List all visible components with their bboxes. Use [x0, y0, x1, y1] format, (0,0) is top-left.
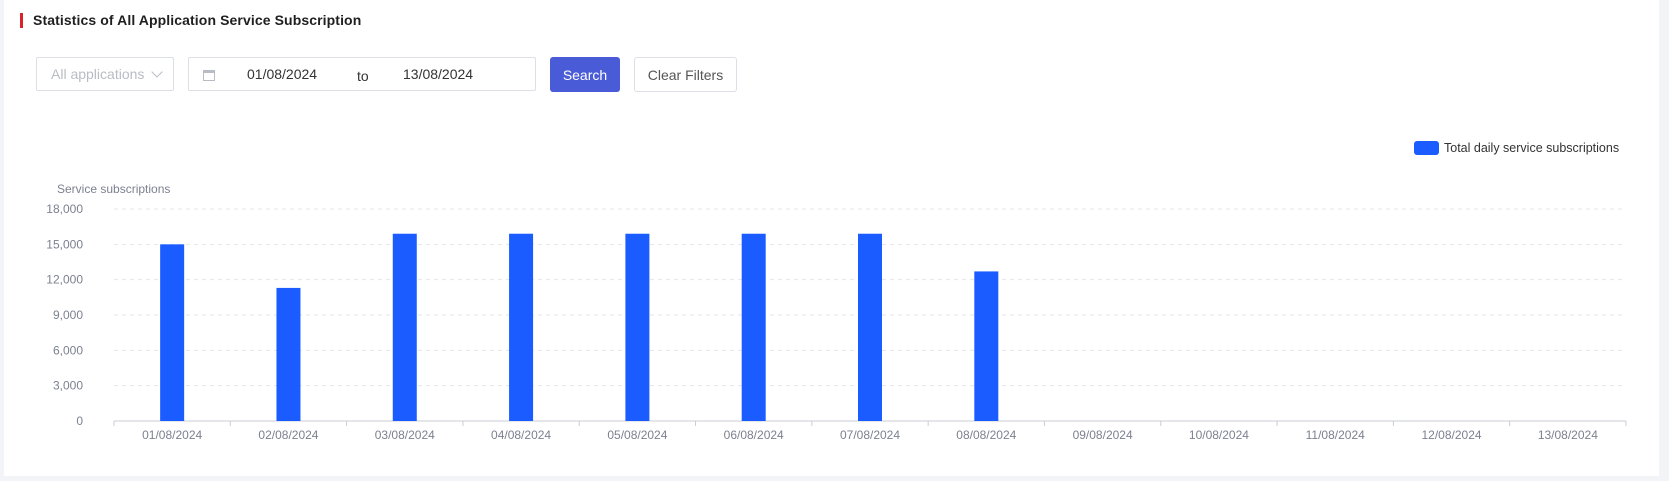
y-tick-label: 12,000 [46, 273, 83, 287]
y-tick-label: 15,000 [46, 237, 83, 251]
y-tick-label: 3,000 [53, 379, 83, 393]
x-tick-label: 02/08/2024 [258, 428, 318, 442]
date-range-picker[interactable]: 01/08/2024 to 13/08/2024 [188, 57, 536, 91]
y-axis-label: Service subscriptions [57, 182, 171, 196]
y-tick-label: 9,000 [53, 308, 83, 322]
x-tick-label: 10/08/2024 [1189, 428, 1249, 442]
x-tick-label: 07/08/2024 [840, 428, 900, 442]
x-tick-label: 05/08/2024 [607, 428, 667, 442]
y-tick-label: 18,000 [46, 202, 83, 216]
y-tick-label: 6,000 [53, 343, 83, 357]
application-select[interactable]: All applications [36, 57, 174, 91]
bar-chart: 0 3,000 6,000 9,000 12,000 15,000 18,000 01/08/… [46, 202, 1627, 442]
calendar-icon [203, 70, 215, 81]
y-tick-label: 0 [76, 414, 83, 428]
title-accent-bar [20, 13, 23, 28]
legend-swatch [1414, 141, 1439, 155]
x-tick-label: 06/08/2024 [724, 428, 784, 442]
bar-08-08-2024 [974, 271, 999, 421]
bar-07-08-2024 [858, 233, 882, 421]
x-tick-label: 11/08/2024 [1306, 428, 1365, 442]
chart-legend[interactable]: Total daily service subscriptions [1414, 141, 1619, 155]
clear-filters-button[interactable]: Clear Filters [634, 57, 737, 92]
statistics-card: Statistics of All Application Service Su… [4, 0, 1659, 476]
x-tick-label: 08/08/2024 [956, 428, 1016, 442]
date-range-separator: to [357, 68, 369, 84]
x-tick-label: 01/08/2024 [142, 428, 202, 442]
x-tick-label: 12/08/2024 [1422, 428, 1482, 442]
bar-05-08-2024 [625, 233, 650, 421]
page-title: Statistics of All Application Service Su… [33, 12, 362, 28]
x-tick-label: 03/08/2024 [375, 428, 435, 442]
date-start-input[interactable]: 01/08/2024 [247, 66, 318, 82]
date-end-input[interactable]: 13/08/2024 [403, 66, 474, 82]
bar-01-08-2024 [160, 244, 185, 421]
search-button[interactable]: Search [550, 57, 620, 92]
bar-02-08-2024 [276, 287, 301, 421]
bar-04-08-2024 [509, 233, 534, 421]
x-tick-label: 09/08/2024 [1073, 428, 1133, 442]
x-tick-label: 04/08/2024 [491, 428, 551, 442]
bar-03-08-2024 [392, 233, 417, 421]
bar-06-08-2024 [741, 233, 766, 421]
application-select-placeholder: All applications [51, 66, 145, 82]
x-tick-label: 13/08/2024 [1538, 428, 1598, 442]
legend-label: Total daily service subscriptions [1444, 141, 1620, 155]
